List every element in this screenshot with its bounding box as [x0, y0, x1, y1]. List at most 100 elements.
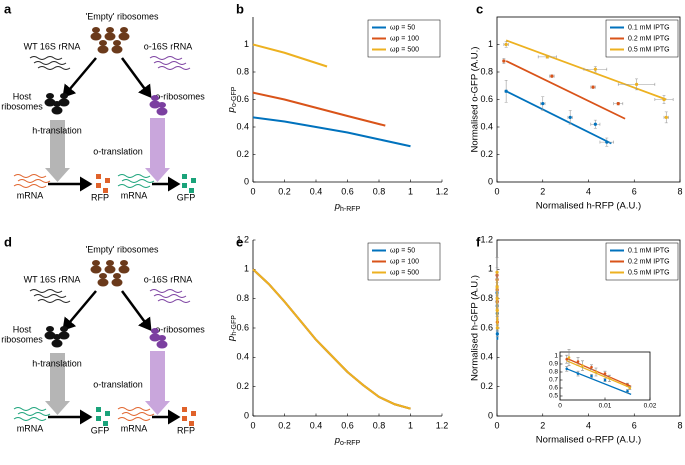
data-point: [504, 42, 508, 47]
x-tick-label: 0.2: [278, 186, 291, 196]
diagram-label: mRNA: [17, 190, 44, 200]
protein: [182, 416, 187, 421]
y-tick-label: 0.8: [549, 369, 558, 376]
protein: [191, 411, 196, 416]
diagram-label: RFP: [177, 425, 195, 435]
arrow: [120, 290, 152, 332]
legend-label: ωp = 50: [390, 24, 415, 31]
data-point: [593, 67, 597, 71]
data-point: [576, 360, 580, 363]
x-tick-label: 0.8: [373, 420, 386, 430]
rna-strand: [29, 56, 63, 60]
series-line: [252, 268, 411, 410]
x-tick-label: 1: [408, 420, 413, 430]
rna-strand: [29, 289, 63, 293]
data-point: [634, 82, 639, 86]
ribosome-large-subunit: [58, 331, 70, 340]
data-point: [590, 374, 593, 378]
ribosome-large-subunit: [111, 278, 123, 287]
protein: [96, 407, 101, 412]
rna-strand: [17, 412, 51, 416]
x-tick-label: 0.2: [278, 420, 291, 430]
diagram-label: h-translation: [32, 125, 82, 135]
rna-strand: [33, 61, 67, 65]
axis-label-symbol: p: [226, 107, 237, 113]
series-line: [252, 268, 411, 410]
protein: [182, 174, 187, 179]
x-tick-label: 2: [540, 420, 545, 430]
rna-strand: [17, 179, 51, 183]
ribosome-small-subunit: [120, 27, 128, 33]
legend-label: ωp = 100: [390, 258, 419, 265]
legend-label: 0.1 mM IPTG: [628, 24, 670, 31]
diagram-label: GFP: [177, 192, 196, 202]
legend-label: 0.2 mM IPTG: [628, 258, 670, 265]
data-point: [495, 326, 499, 330]
ribosome-small-subunit: [92, 260, 100, 266]
y-tick-label: 1.2: [236, 234, 249, 244]
x-tick-label: 0.02: [644, 403, 657, 410]
x-tick-label: 6: [632, 420, 637, 430]
y-tick-label: 0.4: [480, 352, 493, 362]
panel-label: a: [4, 1, 12, 16]
data-point: [616, 102, 620, 106]
x-tick-label: 4: [586, 420, 591, 430]
protein: [103, 421, 108, 426]
diagram-label: Host: [13, 324, 32, 334]
data-point: [565, 357, 569, 361]
panel-label: b: [236, 1, 244, 16]
data-point: [581, 364, 584, 367]
y-tick-label: 1: [244, 39, 249, 49]
protein: [182, 183, 187, 188]
protein: [105, 411, 110, 416]
data-point: [662, 97, 666, 102]
y-tick-label: 0: [244, 410, 249, 420]
fit-line: [505, 90, 612, 145]
data-point: [590, 365, 593, 369]
y-tick-label: 0.7: [549, 377, 558, 384]
diagram-label: o-translation: [93, 379, 143, 389]
x-tick-label: 1.2: [436, 186, 449, 196]
diagram-label: WT 16S rRNA: [24, 274, 81, 284]
data-point: [608, 377, 611, 380]
ribosome-small-subunit: [60, 326, 68, 332]
ribosome-small-subunit: [113, 40, 121, 46]
legend-label: ωp = 50: [390, 247, 415, 254]
y-tick-label: 0.8: [236, 66, 249, 76]
x-tick-label: 0: [558, 403, 562, 410]
y-tick-label: 0.4: [480, 121, 493, 131]
arrow: [120, 57, 152, 99]
protein: [96, 183, 101, 188]
y-tick-label: 0.8: [480, 293, 493, 303]
data-point: [567, 356, 571, 359]
y-tick-label: 0: [244, 176, 249, 186]
y-tick-label: 0.2: [480, 381, 493, 391]
data-point: [594, 370, 598, 374]
fit-line: [566, 357, 632, 387]
diagram-label: GFP: [91, 425, 110, 435]
axis-label: po-RFP: [334, 435, 361, 448]
ribosome-small-subunit: [53, 101, 61, 107]
diagram-label: o-ribosomes: [155, 324, 205, 334]
ribosome-large-subunit: [97, 278, 109, 287]
data-point: [504, 89, 508, 93]
rna-strand: [157, 66, 191, 70]
x-tick-label: 1.2: [436, 420, 449, 430]
ribosome-large-subunit: [97, 45, 109, 54]
data-point: [628, 386, 632, 390]
ribosome-small-subunit: [113, 273, 121, 279]
data-point: [545, 55, 549, 59]
ribosome-small-subunit: [151, 328, 159, 334]
ribosome-large-subunit: [149, 333, 161, 342]
y-tick-label: 0.4: [236, 121, 249, 131]
data-point: [626, 383, 629, 387]
data-point: [603, 372, 607, 375]
rna-strand: [37, 299, 71, 303]
ribosome-small-subunit: [99, 273, 107, 279]
rna-strand: [33, 294, 67, 298]
rna-strand: [117, 174, 151, 178]
ribosome-small-subunit: [60, 93, 68, 99]
axis-label-subscript: h-GFP: [231, 315, 238, 336]
axis-label-subscript: o-GFP: [231, 86, 238, 107]
